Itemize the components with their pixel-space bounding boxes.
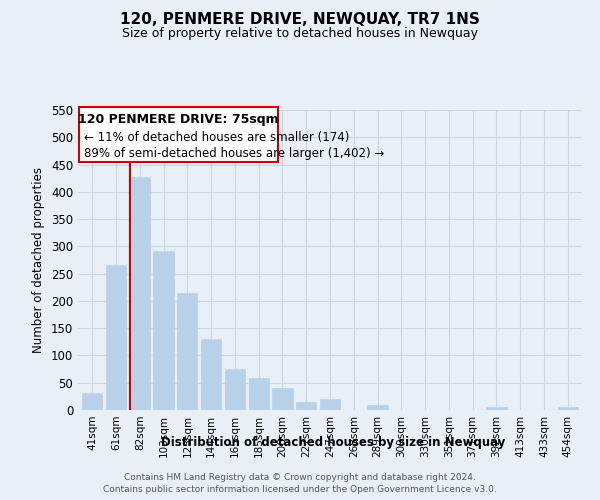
- Bar: [272, 388, 293, 410]
- Text: 120, PENMERE DRIVE, NEWQUAY, TR7 1NS: 120, PENMERE DRIVE, NEWQUAY, TR7 1NS: [120, 12, 480, 28]
- Text: Distribution of detached houses by size in Newquay: Distribution of detached houses by size …: [161, 436, 505, 449]
- Text: ← 11% of detached houses are smaller (174): ← 11% of detached houses are smaller (17…: [84, 131, 350, 144]
- Text: Size of property relative to detached houses in Newquay: Size of property relative to detached ho…: [122, 28, 478, 40]
- Bar: [320, 399, 340, 410]
- Text: 120 PENMERE DRIVE: 75sqm: 120 PENMERE DRIVE: 75sqm: [78, 113, 279, 126]
- Bar: [296, 402, 316, 410]
- Bar: [225, 368, 245, 410]
- FancyBboxPatch shape: [79, 108, 278, 162]
- Bar: [106, 266, 126, 410]
- Bar: [487, 408, 506, 410]
- Bar: [557, 408, 578, 410]
- Text: Contains HM Land Registry data © Crown copyright and database right 2024.: Contains HM Land Registry data © Crown c…: [124, 473, 476, 482]
- Bar: [130, 176, 150, 410]
- Text: 89% of semi-detached houses are larger (1,402) →: 89% of semi-detached houses are larger (…: [84, 147, 385, 160]
- Bar: [201, 339, 221, 410]
- Bar: [82, 392, 103, 410]
- Bar: [367, 404, 388, 410]
- Bar: [248, 378, 269, 410]
- Bar: [154, 250, 173, 410]
- Y-axis label: Number of detached properties: Number of detached properties: [32, 167, 46, 353]
- Text: Contains public sector information licensed under the Open Government Licence v3: Contains public sector information licen…: [103, 484, 497, 494]
- Bar: [177, 292, 197, 410]
